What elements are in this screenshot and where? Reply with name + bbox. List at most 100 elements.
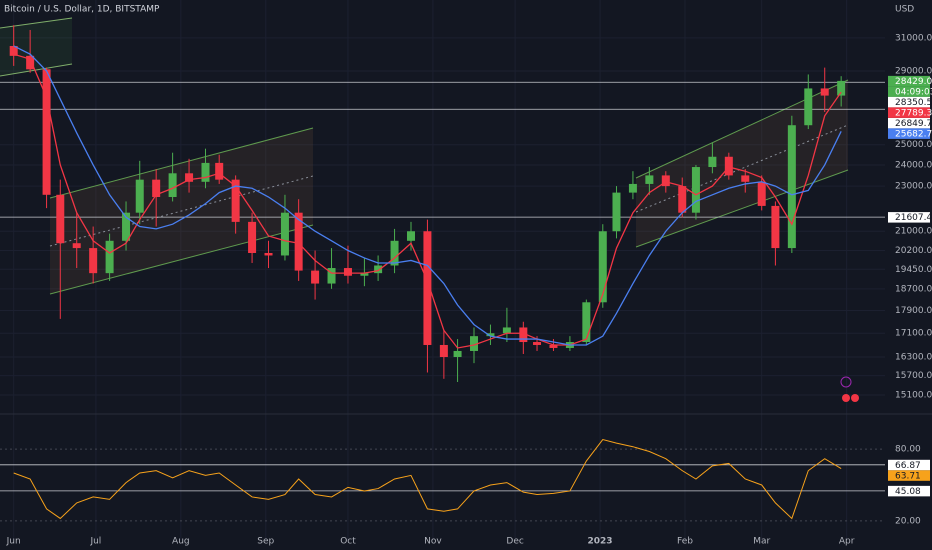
price-label: 63.71 [888,470,930,481]
y-tick-label: 29000.00 [895,67,932,77]
candle-body [708,156,717,168]
candle-body [56,194,65,244]
candle-body [327,268,336,284]
price-label-bg [888,485,930,497]
price-label-text: 04:09:03 [895,87,932,97]
price-label-bg [888,107,930,118]
candle-body [661,175,670,187]
moving-average [13,53,842,349]
candle-body [280,212,289,256]
candle-body [42,69,51,195]
candle-body [231,179,240,222]
y-tick-label: 20200.00 [895,246,932,256]
y-tick-label: 23000.00 [895,182,932,192]
price-label: 26849.79 [888,117,932,129]
candle-body [201,162,210,182]
y-tick-label: 18700.00 [895,284,932,294]
chart-title: Bitcoin / U.S. Dollar, 1D, BITSTAMP [4,5,160,15]
candle-body [26,55,35,70]
price-label: 66.87 [888,459,930,471]
icons [840,376,859,402]
candle-body [9,45,18,56]
price-label: 27789.36 [888,107,932,118]
candle-body [628,183,637,193]
y-tick-label: 20.00 [895,516,921,526]
price-label-text: 28350.57 [895,98,932,108]
x-tick-label: Apr [839,537,855,547]
price-label-bg [888,459,930,471]
candle-body [390,240,399,266]
x-tick-label: Dec [506,537,523,547]
candle-body [343,268,352,276]
price-label-bg [888,96,930,108]
price-label-text: 45.08 [895,487,921,497]
x-tick-label: Sep [257,537,274,547]
x-tick-label: Feb [677,537,693,547]
candle-body [771,205,780,249]
price-label-text: 25682.76 [895,129,932,139]
price-label-text: 66.87 [895,461,921,471]
price-label-bg [888,212,930,223]
y-tick-label: 17100.00 [895,329,932,339]
price-label-text: 63.71 [895,471,921,481]
candle-body [294,212,303,271]
price-label-bg [888,86,930,97]
x-tick-label: Oct [340,537,356,547]
candle-body [549,344,558,348]
y-tick-label: 15100.00 [895,390,932,400]
y-tick-label: 31000.00 [895,33,932,43]
y-tick-label: 21000.00 [895,227,932,237]
x-tick-label: Mar [753,537,770,547]
candle-body [360,273,369,276]
candle-body [374,265,383,274]
candle-body [168,173,177,197]
candle-body [248,221,257,253]
candle-body [72,243,81,249]
candle-body [519,327,528,343]
rsi-line [13,438,842,520]
price-label-text: 21607.42 [895,213,932,223]
moving-average [13,45,842,346]
y-tick-label: 17900.00 [895,306,932,316]
candle-body [678,186,687,213]
price-label-bg [888,128,930,139]
price-label: 21607.42 [888,212,932,223]
candle-body [757,181,766,206]
candle-body [105,240,114,274]
x-tick-label: 2023 [588,537,613,547]
y-tick-label: 16300.00 [895,353,932,363]
candle-body [724,156,733,176]
price-label: 28350.57 [888,96,932,108]
candle-body [820,88,829,96]
candle-body [215,162,224,180]
candle-body [135,179,144,213]
candle-body [423,231,432,345]
price-label-bg [888,470,930,481]
x-tick-label: Aug [172,537,190,547]
candle-body [122,212,131,241]
x-tick-label: Nov [424,537,442,547]
candle-body [533,342,542,345]
candle-body [453,350,462,358]
candle-body [470,336,479,351]
candle-body [741,175,750,182]
candle-body [152,179,161,197]
candle-body [406,231,415,241]
candle-body [612,192,621,232]
candle-body [582,302,591,343]
candle-body [804,88,813,126]
price-label-text: 27789.36 [895,108,932,118]
price-label: 04:09:03 [888,86,932,97]
candle-body [691,167,700,213]
channels [0,17,849,295]
y-tick-label: 19450.00 [895,265,932,275]
price-label-bg [888,75,930,87]
candle-body [598,231,607,303]
currency: USD [895,5,914,15]
candle-body [645,175,654,184]
x-tick-label: Jun [6,537,21,547]
candle-body [264,252,273,256]
price-label: 25682.76 [888,128,932,139]
